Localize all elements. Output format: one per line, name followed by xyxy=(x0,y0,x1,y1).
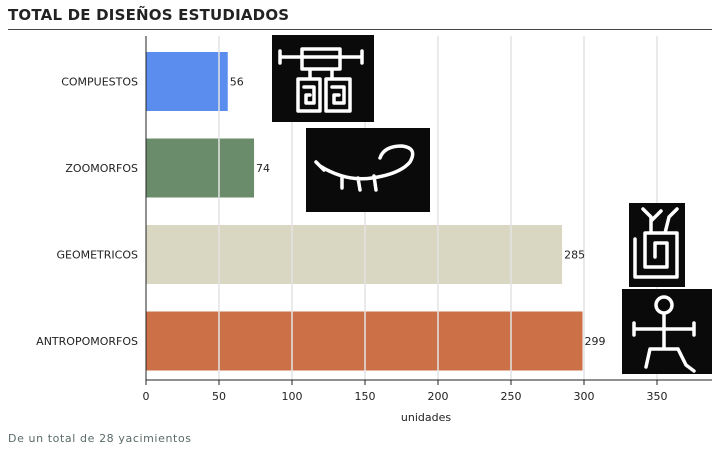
compound-petroglyph-image xyxy=(272,35,374,122)
category-label: GEOMETRICOS xyxy=(56,249,138,262)
data-label: 285 xyxy=(564,249,585,262)
chart-title: TOTAL DE DISEÑOS ESTUDIADOS xyxy=(8,6,290,24)
bar-chart: 0 50 100 150 200 250 300 350 unidades COMPUESTOS 5… xyxy=(36,35,712,424)
zoomorph-petroglyph-image xyxy=(306,128,430,212)
x-tick-label: 50 xyxy=(212,390,226,403)
title-divider xyxy=(8,29,712,30)
bar-geometricos xyxy=(146,225,563,284)
x-tick-label: 0 xyxy=(143,390,150,403)
x-axis-label: unidades xyxy=(401,411,451,424)
x-tick-label: 350 xyxy=(647,390,668,403)
data-label: 299 xyxy=(585,335,606,348)
category-label: ANTROPOMORFOS xyxy=(36,335,138,348)
anthropomorph-petroglyph-image xyxy=(622,289,712,374)
data-label: 56 xyxy=(230,76,244,89)
x-tick-label: 300 xyxy=(574,390,595,403)
x-tick-label: 100 xyxy=(282,390,303,403)
geometric-spiral-petroglyph-image xyxy=(629,203,685,287)
bar-zoomorfos xyxy=(146,138,255,198)
footnote: De un total de 28 yacimientos xyxy=(8,432,192,445)
x-tick-label: 150 xyxy=(355,390,376,403)
category-label: ZOOMORFOS xyxy=(65,162,138,175)
x-tick-label: 200 xyxy=(428,390,449,403)
category-label: COMPUESTOS xyxy=(61,76,138,89)
data-label: 74 xyxy=(256,162,270,175)
x-tick-label: 250 xyxy=(501,390,522,403)
bar-compuestos xyxy=(146,52,228,111)
